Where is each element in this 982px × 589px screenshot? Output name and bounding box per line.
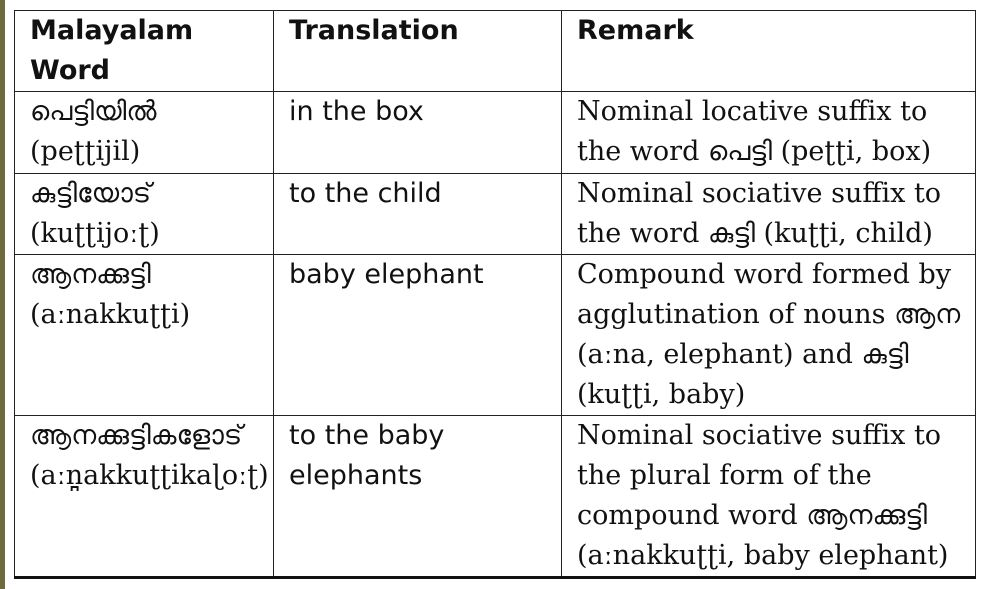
translation-cell: in the box	[273, 91, 562, 174]
malayalam-glossary-table: Malayalam Word Translation Remark പെട്ടി…	[14, 10, 976, 579]
header-remark: Remark	[561, 10, 976, 92]
table-row: ആനക്കുട്ടികളോട് (aːn̪akkuʈʈikaɭoːʈ) to t…	[14, 415, 976, 579]
table-row: പെട്ടിയിൽ (peʈʈijil) in the box Nominal …	[14, 91, 976, 174]
remark-cell: Compound word formed by agglutination of…	[561, 254, 976, 416]
header-row: Malayalam Word Translation Remark	[14, 10, 976, 92]
table-row: ആനക്കുട്ടി (aːnakkuʈʈi) baby elephant Co…	[14, 254, 976, 416]
table-row: കുട്ടിയോട് (kuʈʈijoːʈ) to the child Nomi…	[14, 173, 976, 255]
transliteration: (kuʈʈijoːʈ)	[30, 218, 160, 249]
malayalam-word: ആനക്കുട്ടി	[30, 259, 151, 290]
remark-cell: Nominal sociative suffix to the plural f…	[561, 415, 976, 579]
translation-cell: to the child	[273, 173, 562, 255]
word-cell: പെട്ടിയിൽ (peʈʈijil)	[14, 91, 274, 174]
remark-cell: Nominal locative suffix to the word പെട്…	[561, 91, 976, 174]
header-translation: Translation	[273, 10, 562, 92]
word-cell: ആനക്കുട്ടികളോട് (aːn̪akkuʈʈikaɭoːʈ)	[14, 415, 274, 579]
malayalam-word: കുട്ടിയോട്	[30, 178, 152, 209]
malayalam-word: ആനക്കുട്ടികളോട്	[30, 420, 243, 451]
transliteration: (peʈʈijil)	[30, 136, 141, 167]
word-cell: കുട്ടിയോട് (kuʈʈijoːʈ)	[14, 173, 274, 255]
remark-cell: Nominal sociative suffix to the word കുട…	[561, 173, 976, 255]
malayalam-word: പെട്ടിയിൽ	[30, 96, 157, 127]
header-malayalam-word: Malayalam Word	[14, 10, 274, 92]
translation-cell: to the baby elephants	[273, 415, 562, 579]
transliteration: (aːnakkuʈʈi)	[30, 299, 191, 330]
transliteration: (aːn̪akkuʈʈikaɭoːʈ)	[30, 460, 269, 491]
word-cell: ആനക്കുട്ടി (aːnakkuʈʈi)	[14, 254, 274, 416]
page-edge-bar	[0, 0, 5, 589]
translation-cell: baby elephant	[273, 254, 562, 416]
